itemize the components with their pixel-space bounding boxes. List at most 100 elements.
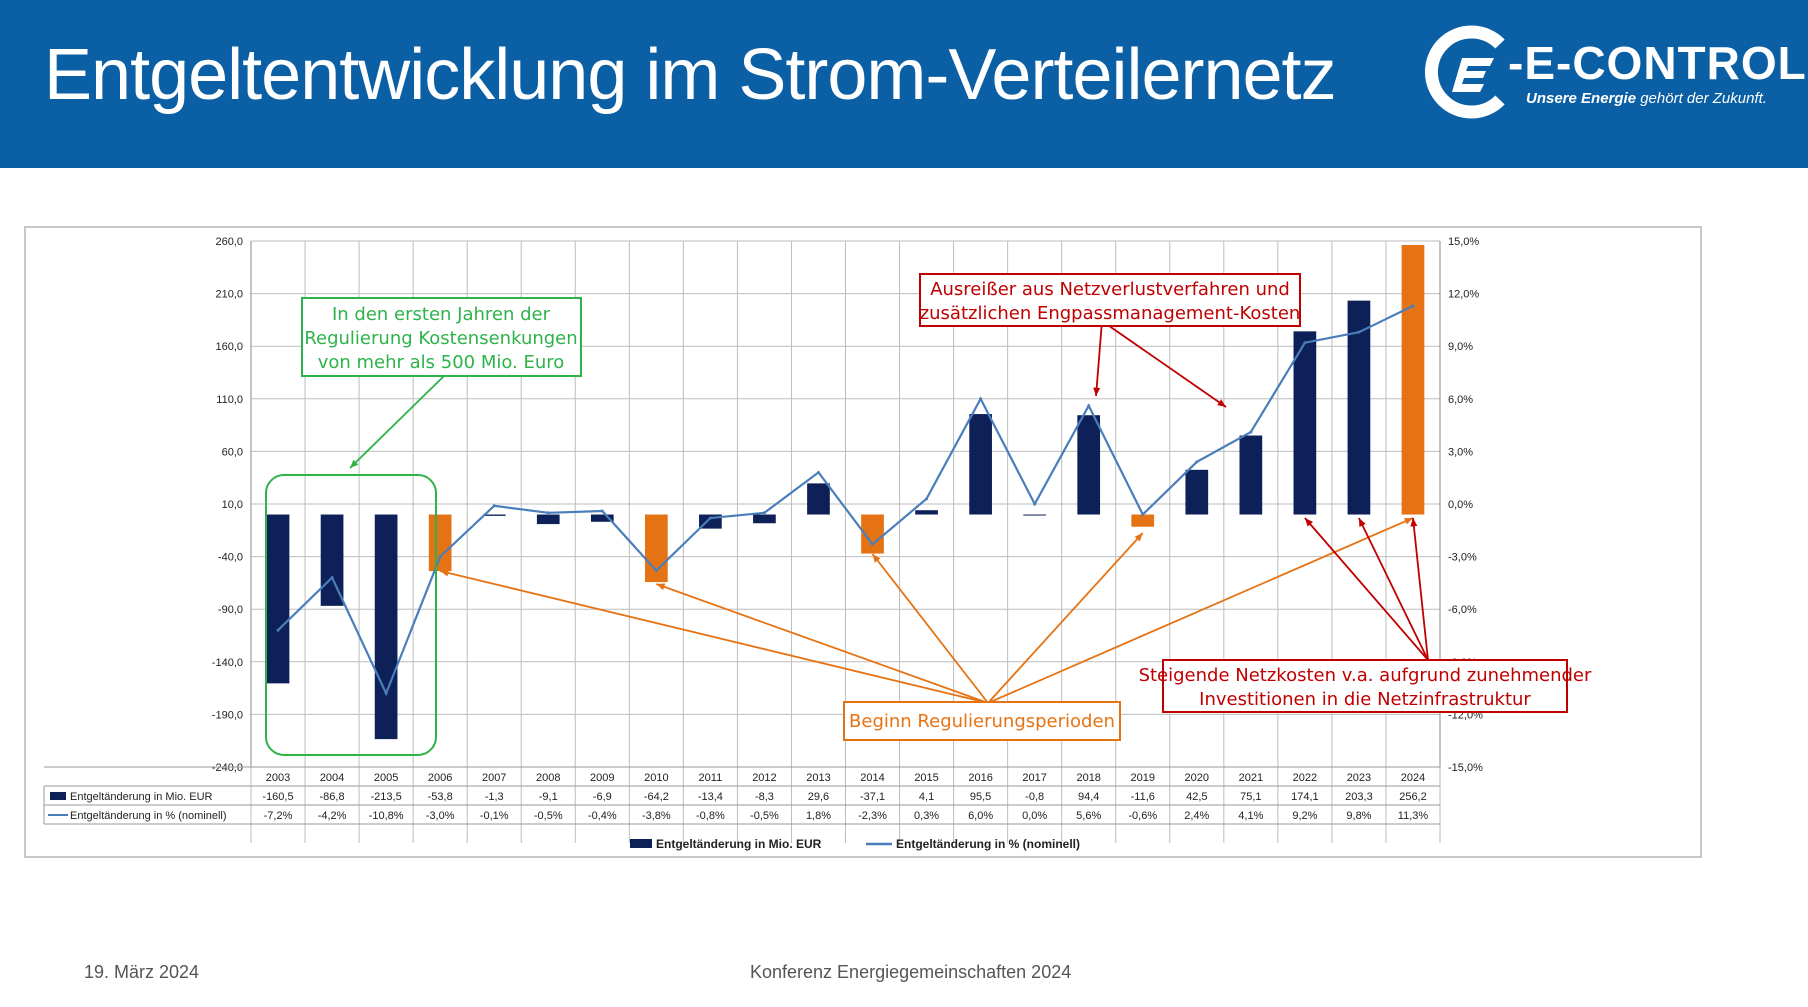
- orange-arrow-3-head: [1134, 533, 1143, 542]
- table-pct-2024: 11,3%: [1398, 810, 1429, 822]
- orange-annotation-box: [843, 701, 1121, 741]
- line-point-2017: [1033, 502, 1037, 506]
- table-pct-2017: 0,0%: [1022, 810, 1047, 822]
- table-pct-2018: 5,6%: [1076, 810, 1101, 822]
- table-pct-2006: -3,0%: [426, 810, 455, 822]
- line-point-2005: [384, 691, 388, 695]
- bar-2021: [1239, 435, 1263, 515]
- table-year-2019: 2019: [1131, 772, 1155, 784]
- table-eur-2016: 95,5: [970, 791, 991, 803]
- green-bracket: [265, 474, 437, 756]
- legend-line-label: Entgeltänderung in % (nominell): [896, 837, 1080, 851]
- green-annotation-text: In den ersten Jahren der: [332, 304, 551, 325]
- orange-arrow-0: [439, 570, 989, 704]
- orange-arrow-1: [656, 583, 989, 704]
- bar-2020: [1185, 469, 1209, 515]
- table-eur-2008: -9,1: [539, 791, 558, 803]
- red-arrow-bottom-2-head: [1358, 518, 1366, 527]
- table-eur-2003: -160,5: [262, 791, 293, 803]
- line-point-2022: [1303, 341, 1307, 345]
- bar-2003: [266, 514, 290, 684]
- orange-arrow-3: [987, 532, 1144, 704]
- orange-arrow-1-head: [656, 583, 666, 591]
- bar-2016: [969, 414, 992, 515]
- bar-2008: [536, 514, 560, 525]
- line-point-2004: [330, 576, 334, 580]
- y-left-tick-label: 210,0: [215, 289, 243, 301]
- bar-2007: [482, 514, 506, 516]
- table-year-2004: 2004: [320, 772, 344, 784]
- table-eur-2024: 256,2: [1399, 791, 1427, 803]
- red-arrow-bottom-2: [1358, 517, 1429, 661]
- table-pct-2003: -7,2%: [264, 810, 293, 822]
- table-year-2020: 2020: [1185, 772, 1209, 784]
- y-left-tick-label: 160,0: [215, 341, 243, 353]
- e-control-logo: -E-CONTROL Unsere Energie gehört der Zuk…: [1422, 22, 1806, 122]
- table-eur-2010: -64,2: [644, 791, 669, 803]
- line-point-2009: [600, 509, 604, 513]
- table-year-2010: 2010: [644, 772, 668, 784]
- bar-2006: [428, 514, 452, 572]
- table-eur-2017: -0,8: [1025, 791, 1044, 803]
- bar-2023: [1347, 300, 1371, 515]
- red-arrow-bottom-3: [1412, 517, 1429, 661]
- table-pct-2023: 9,8%: [1346, 810, 1371, 822]
- line-point-2024: [1411, 304, 1415, 308]
- table-pct-2007: -0,1%: [480, 810, 509, 822]
- y-right-tick-label: 15,0%: [1448, 236, 1479, 248]
- y-left-tick-label: -140,0: [212, 657, 243, 669]
- line-point-2013: [816, 470, 820, 474]
- table-pct-2016: 6,0%: [968, 810, 993, 822]
- red-arrow-bottom-1: [1304, 517, 1429, 661]
- table-pct-2021: 4,1%: [1238, 810, 1263, 822]
- table-year-2024: 2024: [1401, 772, 1425, 784]
- y-left-tick-label: -90,0: [218, 604, 243, 616]
- red-bottom-annotation-box: [1162, 659, 1568, 713]
- table-eur-2023: 203,3: [1345, 791, 1373, 803]
- green-arrow: [349, 375, 445, 469]
- table-eur-2011: -13,4: [698, 791, 723, 803]
- table-year-2011: 2011: [699, 772, 723, 784]
- table-pct-2014: -2,3%: [858, 810, 887, 822]
- y-right-tick-label: -3,0%: [1448, 552, 1477, 564]
- table-year-2012: 2012: [752, 772, 776, 784]
- logo-tagline: Unsere Energie gehört der Zukunft.: [1526, 90, 1767, 107]
- line-point-2018: [1087, 404, 1091, 408]
- bar-2017: [1023, 514, 1047, 516]
- orange-annotation-text: Beginn Regulierungsperioden: [849, 711, 1115, 732]
- bar-2009: [590, 514, 614, 522]
- bar-2018: [1077, 415, 1101, 515]
- table-eur-2021: 75,1: [1240, 791, 1261, 803]
- red-arrow-top-1-head: [1093, 387, 1101, 396]
- red-top-annotation-text: zusätzlichen Engpassmanagement-Kosten: [920, 303, 1301, 324]
- table-eur-2014: -37,1: [860, 791, 885, 803]
- y-right-tick-label: 6,0%: [1448, 394, 1473, 406]
- y-left-tick-label: 60,0: [222, 446, 243, 458]
- table-year-2009: 2009: [590, 772, 614, 784]
- table-eur-2022: 174,1: [1291, 791, 1319, 803]
- bar-2022: [1293, 331, 1317, 515]
- table-pct-2009: -0,4%: [588, 810, 617, 822]
- legend-bar-key: [630, 839, 652, 848]
- line-point-2007: [492, 504, 496, 508]
- line-point-2021: [1249, 430, 1253, 434]
- line-point-2016: [979, 397, 983, 401]
- line-point-2010: [654, 569, 658, 573]
- table-eur-2005: -213,5: [371, 791, 402, 803]
- combo-chart: 260,0 210,0 160,0 110,0 60,0 10,0 -40,0 -90,0 -1…: [43, 236, 1592, 851]
- orange-arrow-2: [871, 553, 989, 704]
- table-eur-2015: 4,1: [919, 791, 934, 803]
- y-left-tick-label: -190,0: [212, 709, 243, 721]
- table-year-2022: 2022: [1293, 772, 1317, 784]
- table-row-label-eur: Entgeltänderung in Mio. EUR: [70, 791, 213, 803]
- bar-2019: [1131, 514, 1155, 527]
- red-bottom-annotation-text: Investitionen in die Netzinfrastruktur: [1199, 689, 1531, 710]
- table-pct-2013: 1,8%: [806, 810, 831, 822]
- table-year-2007: 2007: [482, 772, 506, 784]
- bar-2015: [915, 510, 938, 515]
- footer-event: Konferenz Energiegemeinschaften 2024: [750, 962, 1072, 982]
- table-eur-2012: -8,3: [755, 791, 774, 803]
- red-arrow-top-2: [1101, 320, 1227, 408]
- table-year-2003: 2003: [266, 772, 290, 784]
- y-left-tick-label: 10,0: [222, 499, 243, 511]
